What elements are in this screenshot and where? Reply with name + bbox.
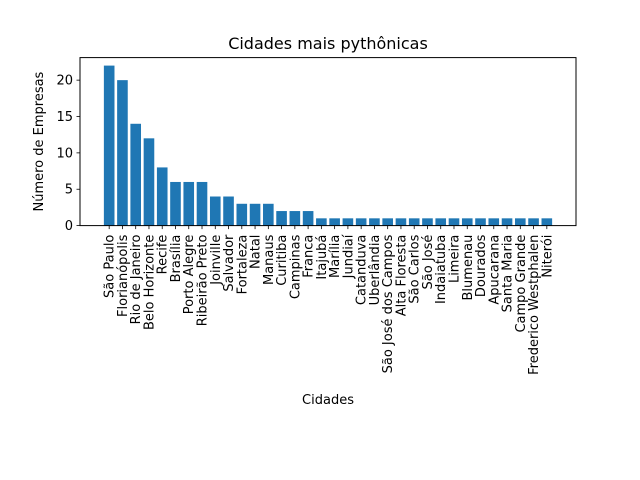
bar — [488, 218, 500, 226]
bar — [263, 203, 274, 226]
x-tick-label: Natal — [249, 235, 264, 269]
x-tick-label: Alta Floresta — [394, 235, 409, 317]
plot-frame — [79, 57, 577, 227]
bar — [276, 211, 287, 226]
y-tick-label: 10 — [56, 146, 73, 161]
bar — [329, 218, 340, 226]
x-tick-label: Ribeirão Preto — [196, 235, 211, 327]
x-tick-label: Rio de Janeiro — [129, 235, 144, 325]
bar — [103, 65, 115, 226]
y-tick-label: 15 — [56, 110, 73, 125]
x-tick-label: Indaiatuba — [434, 235, 449, 304]
bar — [382, 218, 393, 226]
bar — [501, 218, 513, 226]
x-tick-label: São José — [421, 235, 436, 290]
x-tick-label: Apucarana — [487, 235, 502, 305]
bar — [435, 218, 447, 226]
x-tick-label: Manaus — [262, 234, 277, 285]
bar — [170, 181, 181, 226]
x-tick-label: Campo Grande — [514, 235, 529, 333]
y-tick-label: 0 — [65, 219, 73, 234]
x-tick-label: Porto Alegre — [182, 235, 197, 315]
x-tick-label: Niterói — [540, 235, 555, 278]
x-tick-label: Itajubá — [315, 235, 330, 280]
bar — [302, 211, 314, 226]
chart-title: Cidades mais pythônicas — [228, 34, 428, 53]
bar — [528, 218, 539, 226]
y-axis-ticks: 0 5 10 15 20 — [56, 74, 80, 234]
bar — [355, 218, 367, 226]
bar — [223, 196, 234, 226]
bar — [130, 123, 142, 226]
x-tick-label: Jundiaí — [341, 234, 356, 279]
bar — [514, 218, 526, 226]
y-tick-label: 20 — [56, 74, 73, 89]
bar — [289, 211, 301, 226]
x-tick-label: Franca — [302, 235, 317, 278]
x-tick-label: Campinas — [288, 234, 303, 299]
bar — [316, 218, 327, 226]
x-tick-label: Uberlândia — [368, 235, 383, 306]
bar — [408, 218, 420, 226]
bar — [236, 203, 248, 226]
bar-group — [103, 65, 553, 226]
x-tick-label: São José dos Campos — [381, 234, 396, 373]
bar — [475, 218, 486, 226]
y-axis-label: Número de Empresas — [32, 71, 47, 211]
bar — [342, 218, 354, 226]
x-tick-label: Santa Maria — [501, 235, 516, 313]
x-axis-label: Cidades — [302, 393, 354, 408]
bar — [183, 181, 195, 226]
x-tick-label: Frederico Westphalen — [527, 235, 542, 375]
bar — [541, 218, 553, 226]
bar — [196, 181, 208, 226]
x-tick-label: Marília — [328, 235, 343, 278]
x-tick-label: Catanduva — [355, 235, 370, 306]
x-tick-label: Brasília — [169, 235, 184, 283]
x-tick-label: Curitiba — [275, 235, 290, 286]
x-tick-label: Belo Horizonte — [142, 235, 157, 330]
bar — [395, 218, 407, 226]
x-tick-label: Recife — [156, 235, 171, 275]
x-tick-label: Fortaleza — [235, 235, 250, 295]
x-tick-label: Florianópolis — [116, 234, 131, 317]
bar — [249, 203, 261, 226]
bar — [156, 167, 168, 226]
bar — [143, 138, 155, 226]
bar — [117, 80, 128, 226]
x-tick-label: Salvador — [222, 234, 237, 292]
x-tick-label: Dourados — [474, 234, 489, 297]
bar — [461, 218, 473, 226]
x-tick-label: Blumenau — [461, 235, 476, 301]
bar — [448, 218, 460, 226]
bar — [369, 218, 380, 226]
y-tick-label: 5 — [65, 183, 73, 198]
x-tick-label: São Paulo — [103, 235, 118, 298]
bar — [209, 196, 221, 226]
x-tick-label: Limeira — [447, 235, 462, 283]
x-tick-label: São Carlos — [408, 234, 423, 303]
x-tick-label: Joinville — [209, 235, 224, 286]
bar — [422, 218, 433, 226]
